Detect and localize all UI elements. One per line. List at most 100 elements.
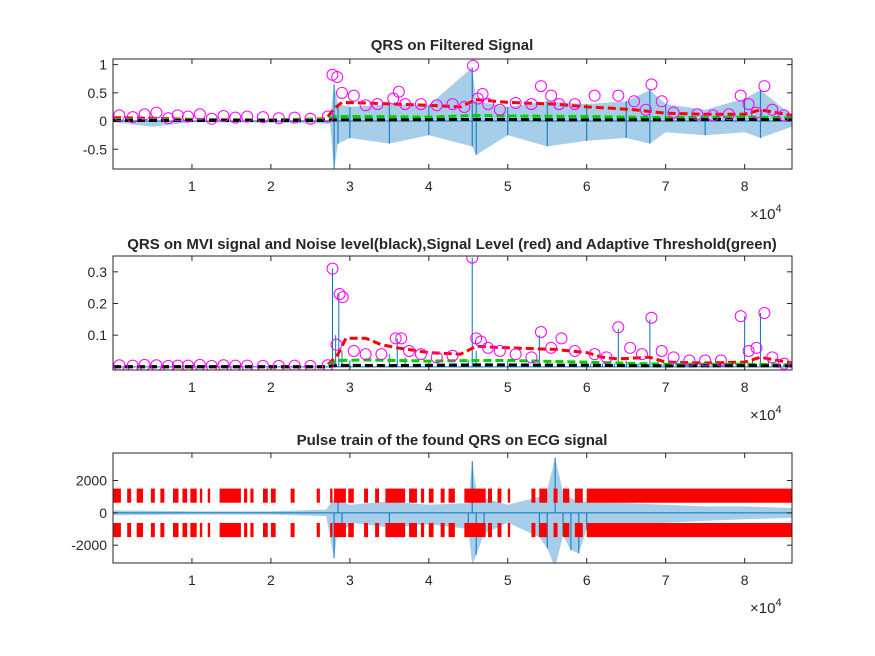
qrs-marker (347, 89, 360, 102)
panel-title: Pulse train of the found QRS on ECG sign… (297, 432, 608, 449)
pulse-bar (464, 522, 486, 538)
pulse-bar (160, 522, 165, 538)
qrs-marker (113, 359, 126, 370)
pulse-bar (507, 522, 511, 538)
x-tick-label: 4 (425, 379, 433, 395)
qrs-marker (588, 89, 601, 102)
pulse-bar (290, 488, 295, 503)
pulse-bar (270, 488, 276, 503)
pulse-bar (334, 522, 346, 538)
qrs-marker (205, 112, 218, 125)
qrs-marker (229, 359, 242, 370)
pulse-bar (136, 522, 144, 538)
qrs-marker (667, 106, 680, 119)
qrs-marker (182, 110, 195, 123)
qrs-marker (655, 345, 668, 357)
qrs-marker (525, 98, 538, 111)
pulse-bar (409, 522, 417, 538)
pulse-bar (586, 488, 792, 503)
pulse-bar (364, 522, 369, 538)
pulse-bar (173, 522, 179, 538)
x-exponent-power: 4 (775, 597, 781, 609)
y-tick-label: 1 (99, 57, 107, 73)
x-tick-label: 7 (662, 572, 670, 588)
pulse-bar (150, 488, 155, 503)
qrs-marker (288, 359, 301, 370)
pulse-bar (563, 522, 570, 538)
pulse-bar (250, 488, 254, 503)
x-exponent-power: 4 (775, 203, 781, 215)
qrs-marker (371, 98, 384, 111)
panel-title: QRS on MVI signal and Noise level(black)… (127, 236, 777, 253)
qrs-marker (683, 354, 696, 367)
qrs-marker (707, 109, 720, 122)
panel-pulse-train: Pulse train of the found QRS on ECG sign… (71, 432, 793, 617)
pulse-bar (448, 488, 455, 503)
pulse-bar (574, 488, 583, 503)
qrs-marker (612, 89, 625, 102)
x-exponent-base: ×10 (750, 600, 775, 617)
qrs-marker (639, 103, 652, 116)
qrs-marker (553, 98, 566, 111)
signal-envelope (113, 457, 792, 563)
pulse-bar (190, 522, 197, 538)
qrs-marker (778, 357, 791, 370)
qrs-marker (722, 108, 735, 121)
qrs-marker (568, 345, 581, 357)
pulse-bar (348, 522, 354, 538)
qrs-marker (545, 89, 558, 102)
qrs-marker (430, 351, 443, 364)
pulse-bar (330, 488, 333, 503)
qrs-marker (399, 98, 412, 111)
panel-title: QRS on Filtered Signal (371, 37, 534, 54)
qrs-marker (734, 310, 747, 323)
x-tick-label: 1 (188, 572, 196, 588)
qrs-marker (414, 98, 427, 111)
pulse-bar (263, 522, 268, 538)
x-tick-label: 2 (267, 178, 275, 194)
pulse-bar (531, 522, 536, 538)
pulse-bar (127, 522, 132, 538)
pulse-bar (207, 522, 211, 538)
qrs-marker (138, 358, 151, 370)
series-line (113, 358, 792, 369)
y-tick-label: -2000 (71, 537, 107, 553)
qrs-marker (257, 359, 270, 370)
qrs-marker (331, 71, 344, 84)
x-tick-label: 5 (504, 379, 512, 395)
pulse-bar (497, 522, 502, 538)
pulse-bar (497, 488, 502, 503)
qrs-marker (150, 359, 163, 370)
pulse-bar (136, 488, 144, 503)
qrs-marker (395, 332, 408, 345)
pulse-bar (244, 488, 248, 503)
axes-box (112, 452, 793, 564)
x-tick-label: 4 (425, 178, 433, 194)
qrs-marker (414, 348, 427, 361)
x-tick-label: 5 (504, 572, 512, 588)
qrs-marker (403, 345, 416, 357)
pulse-bar (409, 488, 417, 503)
x-tick-label: 8 (741, 572, 749, 588)
pulse-bar (334, 488, 346, 503)
qrs-marker (430, 99, 443, 112)
pulse-bar (553, 488, 558, 503)
qrs-marker (600, 351, 613, 364)
plot-content (113, 256, 792, 370)
pulse-bar (586, 522, 792, 538)
plot-area: 1 2 3 4 5 6 7 80.10.20.3×104 (88, 255, 793, 424)
qrs-marker (171, 359, 184, 370)
qrs-marker (193, 108, 206, 121)
pulse-bar (219, 522, 241, 538)
pulse-bar (199, 522, 203, 538)
qrs-marker (113, 109, 126, 122)
pulse-bar (539, 488, 548, 503)
qrs-marker (471, 92, 484, 105)
x-tick-label: 2 (267, 379, 275, 395)
qrs-marker (699, 354, 712, 367)
x-tick-label: 2 (267, 572, 275, 588)
pulse-bar (173, 488, 179, 503)
qrs-marker (333, 288, 346, 300)
pulse-bar (160, 488, 165, 503)
